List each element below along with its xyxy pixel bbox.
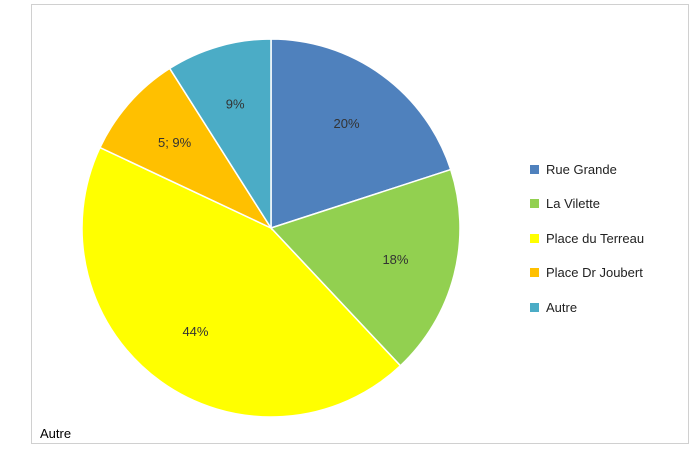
pie-slice-place-du-terreau [81,146,402,418]
legend-item-autre: Autre [530,290,644,325]
legend-label: Place Dr Joubert [546,265,643,281]
legend-item-rue-grande: Rue Grande [530,152,644,187]
pie-slice-place-dr-joubert [98,67,274,230]
data-label-place-du-terreau: 44% [182,324,208,339]
legend-swatch [530,233,539,243]
legend: Rue Grande La Vilette Place du Terreau Plac… [530,152,644,325]
legend-item-place-dr-joubert: Place Dr Joubert [530,256,644,291]
legend-label: Rue Grande [546,161,617,177]
caption-text: Autre [40,426,72,441]
legend-item-la-vilette: La Vilette [530,187,644,222]
data-label-rue-grande: 20% [334,116,360,131]
legend-label: Autre [546,299,578,315]
pie-slice-la-vilette [269,168,461,367]
legend-label: La Vilette [546,196,600,212]
data-label-autre: 9% [226,97,245,112]
legend-swatch [530,268,539,278]
legend-item-place-du-terreau: Place du Terreau [530,221,644,256]
legend-label: Place du Terreau [546,230,645,246]
legend-swatch [530,199,539,209]
data-label-place-dr-joubert: 5; 9% [158,135,192,150]
legend-swatch [530,164,539,174]
pie-slice-rue-grande [270,38,452,230]
pie-slice-autre [168,38,272,231]
legend-swatch [530,302,539,312]
data-label-la-vilette: 18% [382,252,408,267]
